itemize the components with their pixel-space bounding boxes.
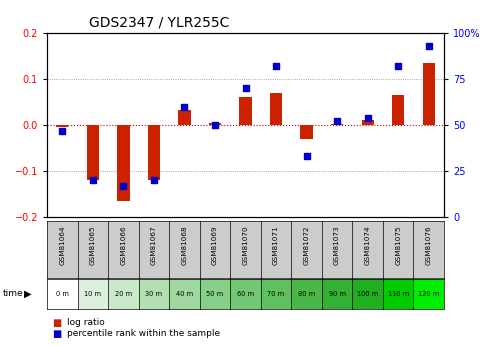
Point [150, 178, 158, 183]
Text: GSM81064: GSM81064 [60, 225, 65, 265]
Text: ■: ■ [52, 318, 62, 327]
Text: 0 m: 0 m [56, 291, 69, 297]
Text: 30 m: 30 m [145, 291, 163, 297]
Point [211, 122, 219, 128]
Point [272, 63, 280, 69]
Text: GSM81073: GSM81073 [334, 225, 340, 265]
Bar [56, 125, 68, 127]
Bar [423, 63, 435, 125]
Text: ▶: ▶ [24, 289, 31, 299]
Point [89, 178, 97, 183]
Text: GSM81075: GSM81075 [395, 225, 401, 265]
Text: time: time [2, 289, 23, 298]
Text: 110 m: 110 m [387, 291, 409, 297]
Bar [148, 125, 160, 180]
Text: GSM81070: GSM81070 [243, 225, 248, 265]
Bar [301, 125, 312, 139]
Text: 20 m: 20 m [115, 291, 132, 297]
Point [303, 154, 310, 159]
Point [333, 119, 341, 124]
Bar [118, 125, 129, 201]
Text: log ratio: log ratio [67, 318, 105, 327]
Point [364, 115, 372, 120]
Point [120, 183, 127, 189]
Bar [179, 110, 190, 125]
Bar [270, 93, 282, 125]
Text: 70 m: 70 m [267, 291, 285, 297]
Text: 50 m: 50 m [206, 291, 224, 297]
Text: GSM81071: GSM81071 [273, 225, 279, 265]
Text: 10 m: 10 m [84, 291, 101, 297]
Text: GSM81074: GSM81074 [365, 225, 371, 265]
Point [59, 128, 66, 134]
Bar [209, 123, 221, 125]
Text: percentile rank within the sample: percentile rank within the sample [67, 329, 220, 338]
Text: 120 m: 120 m [418, 291, 439, 297]
Text: GSM81066: GSM81066 [121, 225, 126, 265]
Text: 80 m: 80 m [298, 291, 315, 297]
Text: GSM81076: GSM81076 [426, 225, 432, 265]
Text: GSM81069: GSM81069 [212, 225, 218, 265]
Text: GSM81067: GSM81067 [151, 225, 157, 265]
Bar [331, 124, 343, 125]
Bar [362, 120, 373, 125]
Point [242, 85, 249, 91]
Text: GSM81072: GSM81072 [304, 225, 310, 265]
Text: ■: ■ [52, 329, 62, 339]
Bar [240, 97, 251, 125]
Point [425, 43, 433, 48]
Bar [392, 95, 404, 125]
Bar [87, 125, 99, 180]
Point [394, 63, 402, 69]
Text: 90 m: 90 m [328, 291, 346, 297]
Text: 60 m: 60 m [237, 291, 254, 297]
Text: 100 m: 100 m [357, 291, 378, 297]
Text: GSM81068: GSM81068 [182, 225, 187, 265]
Text: GDS2347 / YLR255C: GDS2347 / YLR255C [89, 16, 230, 30]
Text: GSM81065: GSM81065 [90, 225, 96, 265]
Text: 40 m: 40 m [176, 291, 193, 297]
Point [181, 104, 188, 109]
